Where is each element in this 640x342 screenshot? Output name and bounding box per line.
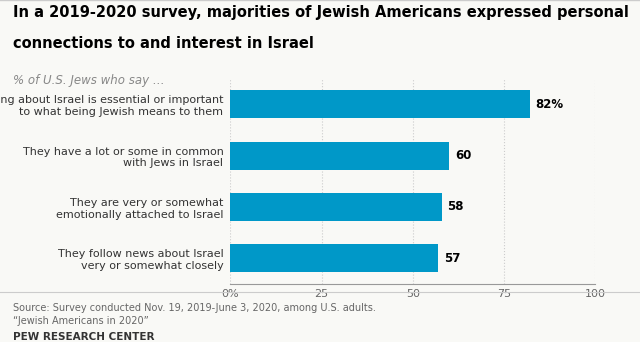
Text: “Jewish Americans in 2020”: “Jewish Americans in 2020” bbox=[13, 316, 148, 326]
Text: 82%: 82% bbox=[535, 98, 563, 111]
Text: 60: 60 bbox=[455, 149, 471, 162]
Text: PEW RESEARCH CENTER: PEW RESEARCH CENTER bbox=[13, 332, 154, 342]
Bar bbox=[230, 142, 449, 170]
Bar bbox=[230, 244, 438, 272]
Bar bbox=[230, 193, 442, 221]
Text: 58: 58 bbox=[447, 200, 464, 213]
Text: 57: 57 bbox=[444, 252, 460, 265]
Text: In a 2019-2020 survey, majorities of Jewish Americans expressed personal: In a 2019-2020 survey, majorities of Jew… bbox=[13, 5, 628, 20]
Text: % of U.S. Jews who say …: % of U.S. Jews who say … bbox=[13, 74, 164, 87]
Text: Source: Survey conducted Nov. 19, 2019-June 3, 2020, among U.S. adults.: Source: Survey conducted Nov. 19, 2019-J… bbox=[13, 303, 376, 313]
Bar bbox=[230, 90, 529, 118]
Text: connections to and interest in Israel: connections to and interest in Israel bbox=[13, 36, 314, 51]
